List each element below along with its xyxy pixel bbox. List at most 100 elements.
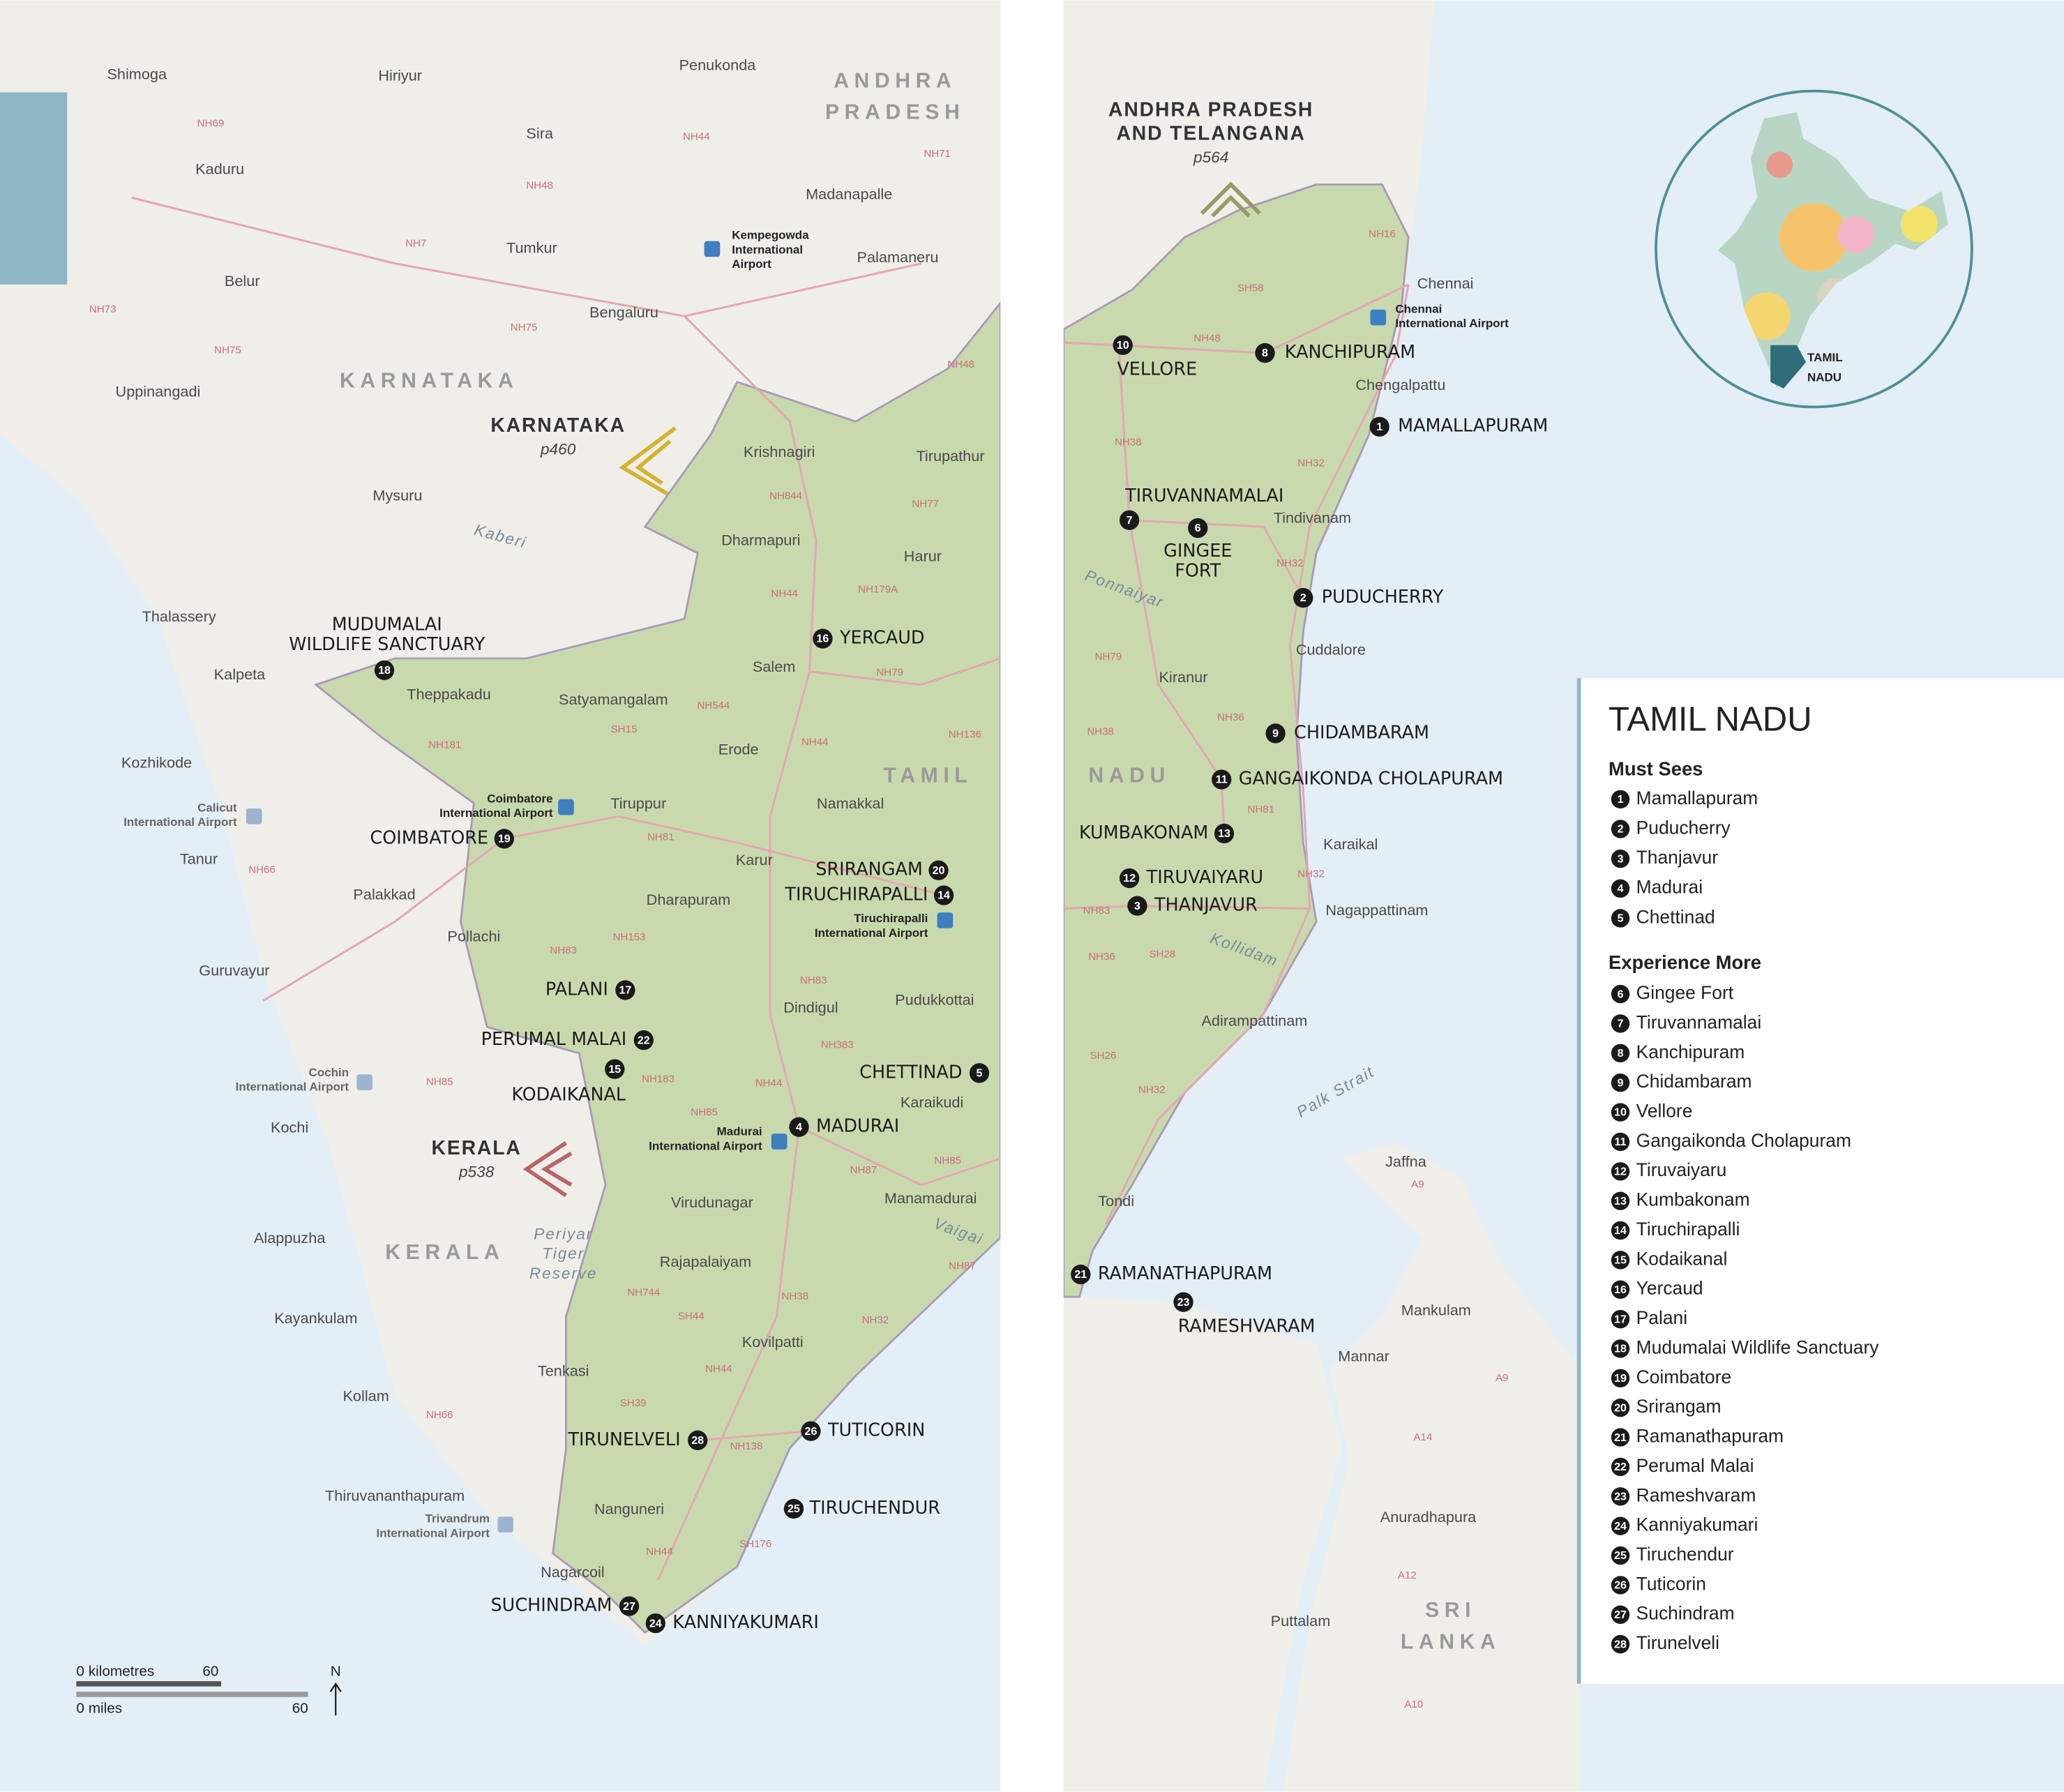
- town-label: Kiranur: [1159, 668, 1208, 686]
- town-label: Shimoga: [107, 66, 167, 83]
- sight-label: PUDUCHERRY: [1322, 587, 1444, 608]
- legend-panel: [1576, 678, 2064, 1684]
- xref-page: p564: [1193, 149, 1228, 166]
- number-marker: [1173, 1292, 1193, 1312]
- road-label: NH32: [1297, 458, 1325, 469]
- reserve-label: Tiger: [542, 1245, 585, 1263]
- airport-label: Kempegowda: [732, 229, 809, 242]
- town-label: Tanur: [180, 850, 218, 867]
- road-label: NH32: [1276, 557, 1304, 569]
- number-marker: [1212, 769, 1232, 790]
- number-marker: [801, 1421, 821, 1441]
- number-marker: [688, 1430, 708, 1450]
- town-label: Kozhikode: [121, 754, 192, 771]
- marker-number: 22: [638, 1034, 650, 1046]
- marker-number: 7: [1127, 514, 1133, 527]
- xref-chevron: [619, 426, 677, 496]
- marker-number: 17: [1614, 1313, 1627, 1325]
- marker-number: 12: [1123, 872, 1136, 884]
- number-marker: [1113, 335, 1133, 355]
- marker-number: 21: [1074, 1268, 1087, 1281]
- road-label: SH176: [739, 1538, 771, 1550]
- town-label: Nagarcoil: [541, 1563, 605, 1581]
- road-label: SH58: [1237, 283, 1264, 294]
- scale-label: 0 miles: [76, 1700, 122, 1716]
- road-label: NH153: [613, 931, 646, 943]
- number-marker: [1611, 909, 1630, 928]
- road-label: NH75: [214, 344, 241, 356]
- road-label: NH66: [426, 1409, 453, 1421]
- road-label: NH38: [782, 1290, 809, 1302]
- marker-number: 25: [788, 1503, 800, 1515]
- road-label: A10: [1404, 1699, 1423, 1710]
- town-label: Mankulam: [1401, 1302, 1471, 1319]
- sea: [0, 435, 1001, 1792]
- town-label: Erode: [718, 741, 759, 758]
- road-label: NH79: [1095, 651, 1122, 663]
- town-label: Anuradhapura: [1380, 1508, 1477, 1526]
- reserve-label: Reserve: [529, 1265, 597, 1282]
- airport-label: International Airport: [649, 1139, 762, 1152]
- sight-label: RAMESHVARAM: [1178, 1316, 1316, 1337]
- legend-item: Gangaikonda Cholapuram: [1636, 1130, 1851, 1151]
- region-label: PRADESH: [825, 101, 965, 124]
- town-label: Guruvayur: [199, 962, 269, 979]
- airport-label: International Airport: [377, 1526, 490, 1539]
- legend-border: [1576, 678, 1581, 1684]
- town-label: Manamadurai: [884, 1189, 977, 1207]
- sight-label: PERUMAL MALAI: [481, 1029, 627, 1050]
- sight-label: FORT: [1175, 560, 1221, 581]
- state: [1779, 202, 1848, 272]
- road-label: NH32: [1297, 868, 1325, 880]
- marker-number: 23: [1177, 1296, 1190, 1309]
- marker-number: 24: [1614, 1520, 1627, 1533]
- marker-number: 19: [1614, 1372, 1627, 1385]
- sight-label: MADURAI: [816, 1116, 899, 1137]
- marker-number: 28: [691, 1434, 704, 1447]
- road: [698, 1430, 811, 1442]
- road-label: SH39: [620, 1397, 647, 1409]
- left-panel: [0, 0, 1001, 1792]
- town-label: Penukonda: [679, 56, 757, 73]
- roads: [131, 196, 1001, 1581]
- marker-number: 15: [608, 1063, 621, 1076]
- road-label: NH83: [1083, 905, 1110, 917]
- xref-name: AND TELANGANA: [1116, 121, 1305, 144]
- road-label: NH73: [89, 303, 116, 315]
- xref-page: p538: [458, 1164, 495, 1181]
- marker-number: 16: [817, 633, 829, 645]
- town-label: Kaduru: [195, 160, 244, 177]
- legend-item: Tiruvannamalai: [1636, 1011, 1762, 1032]
- number-marker: [374, 660, 395, 681]
- marker-number: 8: [1262, 347, 1268, 359]
- number-marker: [494, 829, 514, 849]
- road-label: NH48: [947, 359, 974, 370]
- region-label: LANKA: [1401, 1630, 1500, 1653]
- airport-label: International Airport: [1395, 317, 1509, 330]
- airport-label: Madurai: [717, 1125, 762, 1138]
- marker-number: 20: [933, 864, 945, 877]
- state: [1742, 292, 1791, 340]
- airport-icon: [356, 1074, 373, 1090]
- legend-item: Chettinad: [1636, 906, 1715, 927]
- number-marker: [813, 628, 833, 649]
- marker-number: 17: [619, 984, 631, 997]
- airport-label: International Airport: [123, 815, 237, 829]
- marker-number: 6: [1618, 988, 1624, 1000]
- legend-item: Mamallapuram: [1636, 788, 1758, 808]
- region-label: KERALA: [385, 1241, 504, 1264]
- legend-item: Palani: [1636, 1307, 1687, 1328]
- sight-label: GINGEE: [1163, 541, 1232, 562]
- xref-page: p460: [540, 441, 576, 458]
- number-marker: [1611, 1044, 1630, 1063]
- marker-number: 13: [1218, 827, 1230, 840]
- road-label: NH44: [771, 587, 798, 599]
- legend-title: TAMIL NADU: [1609, 700, 1812, 738]
- number-marker: [645, 1613, 665, 1634]
- marker-number: 10: [1614, 1106, 1627, 1119]
- road-label: NH44: [646, 1546, 673, 1558]
- scale-value: 60: [202, 1663, 218, 1679]
- marker-number: 14: [937, 889, 950, 902]
- marker-number: 1: [1376, 421, 1383, 433]
- airport-icon: [246, 808, 262, 825]
